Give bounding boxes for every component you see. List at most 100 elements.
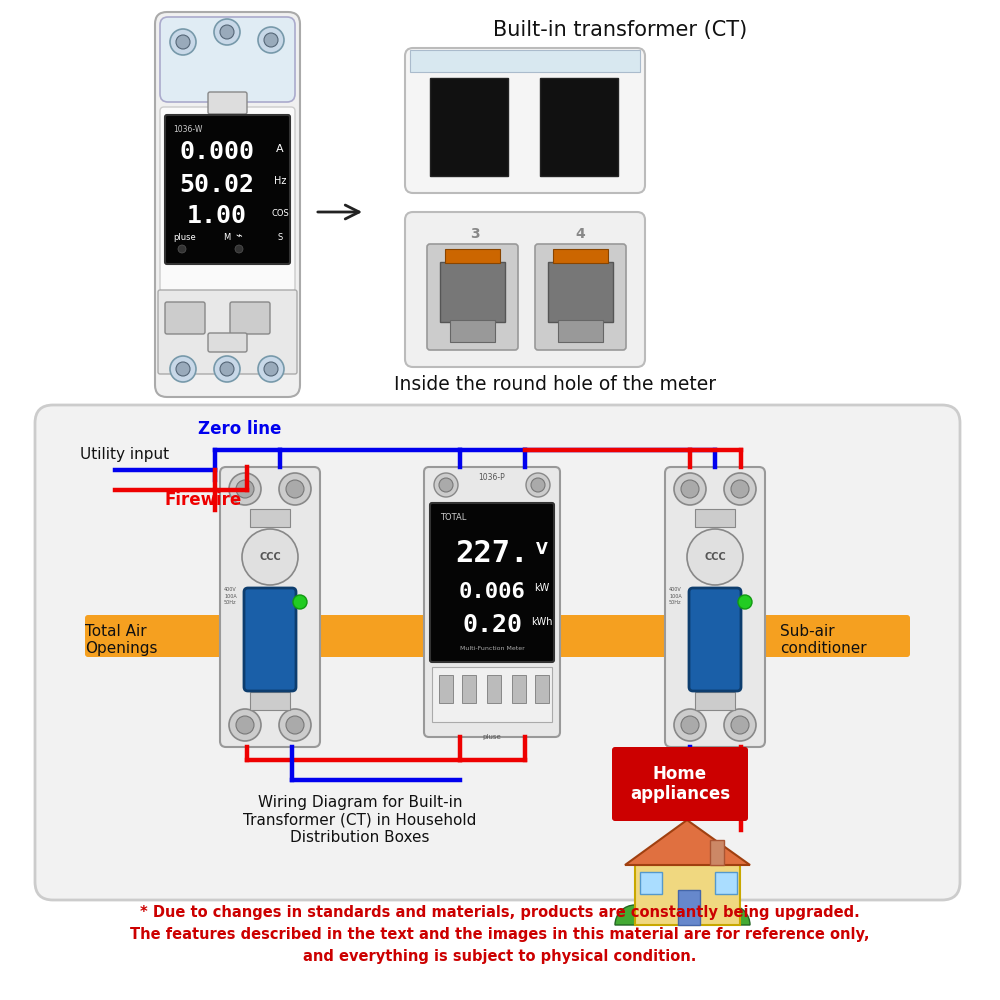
Bar: [710, 840, 724, 865]
Bar: [450, 320, 495, 342]
Circle shape: [264, 33, 278, 47]
Text: The features described in the text and the images in this material are for refer: The features described in the text and t…: [130, 928, 870, 942]
FancyArrowPatch shape: [318, 205, 359, 219]
Bar: [432, 667, 552, 722]
Bar: [548, 262, 613, 322]
Text: Zero line: Zero line: [198, 420, 282, 438]
Bar: [440, 262, 505, 322]
Text: * Due to changes in standards and materials, products are constantly being upgra: * Due to changes in standards and materi…: [140, 906, 860, 920]
Text: A: A: [276, 144, 284, 154]
Circle shape: [674, 709, 706, 741]
Circle shape: [235, 245, 243, 253]
Text: pluse: pluse: [483, 734, 501, 740]
Text: 4: 4: [575, 227, 585, 241]
FancyBboxPatch shape: [424, 467, 560, 737]
Bar: [462, 675, 476, 703]
Bar: [678, 890, 700, 925]
Text: COS: COS: [271, 209, 289, 218]
Circle shape: [738, 595, 752, 609]
FancyBboxPatch shape: [405, 212, 645, 367]
Text: Firewire: Firewire: [165, 491, 242, 509]
Text: Hz: Hz: [274, 176, 286, 186]
Circle shape: [286, 480, 304, 498]
Circle shape: [724, 473, 756, 505]
FancyBboxPatch shape: [535, 244, 626, 350]
Text: 400V
100A
50Hz: 400V 100A 50Hz: [669, 587, 682, 605]
Bar: [635, 865, 740, 925]
Text: CCC: CCC: [704, 552, 726, 562]
FancyBboxPatch shape: [35, 405, 960, 900]
Text: CCC: CCC: [259, 552, 281, 562]
Text: 227.: 227.: [455, 538, 529, 568]
Text: 3: 3: [470, 227, 480, 241]
Text: Multi-Function Meter: Multi-Function Meter: [460, 646, 524, 650]
Text: 1036-P: 1036-P: [479, 473, 505, 482]
FancyBboxPatch shape: [208, 92, 247, 114]
Text: Inside the round hole of the meter: Inside the round hole of the meter: [394, 375, 716, 394]
FancyBboxPatch shape: [220, 467, 320, 747]
Circle shape: [687, 529, 743, 585]
Bar: [695, 692, 735, 710]
Bar: [553, 249, 608, 263]
Text: TOTAL: TOTAL: [440, 512, 466, 522]
Circle shape: [681, 716, 699, 734]
Text: 0.000: 0.000: [180, 140, 254, 164]
FancyBboxPatch shape: [158, 290, 297, 374]
FancyBboxPatch shape: [155, 12, 300, 397]
Text: 1036-W: 1036-W: [173, 125, 202, 134]
Circle shape: [434, 473, 458, 497]
Text: Home
appliances: Home appliances: [630, 765, 730, 803]
Bar: [640, 872, 662, 894]
Circle shape: [176, 362, 190, 376]
Circle shape: [731, 480, 749, 498]
Text: and everything is subject to physical condition.: and everything is subject to physical co…: [303, 950, 697, 964]
FancyBboxPatch shape: [689, 588, 741, 691]
Circle shape: [526, 473, 550, 497]
Circle shape: [229, 709, 261, 741]
Wedge shape: [615, 905, 655, 925]
Circle shape: [731, 716, 749, 734]
Circle shape: [170, 29, 196, 55]
Bar: [540, 78, 618, 176]
FancyBboxPatch shape: [165, 302, 205, 334]
Text: 0.20: 0.20: [462, 613, 522, 637]
Text: Utility input: Utility input: [80, 447, 169, 462]
Bar: [715, 872, 737, 894]
Circle shape: [170, 356, 196, 382]
FancyBboxPatch shape: [160, 107, 295, 292]
Circle shape: [258, 356, 284, 382]
Circle shape: [220, 362, 234, 376]
Circle shape: [531, 478, 545, 492]
Wedge shape: [710, 905, 750, 925]
Circle shape: [258, 27, 284, 53]
Bar: [445, 249, 500, 263]
Text: Wiring Diagram for Built-in
Transformer (CT) in Household
Distribution Boxes: Wiring Diagram for Built-in Transformer …: [243, 795, 477, 845]
Circle shape: [279, 709, 311, 741]
Text: M: M: [223, 232, 231, 241]
Text: 1.00: 1.00: [187, 204, 247, 228]
Text: ⌁: ⌁: [236, 232, 242, 242]
Circle shape: [229, 473, 261, 505]
Circle shape: [293, 595, 307, 609]
FancyBboxPatch shape: [230, 302, 270, 334]
Text: S: S: [277, 232, 283, 241]
FancyBboxPatch shape: [244, 588, 296, 691]
Bar: [487, 675, 501, 703]
Circle shape: [220, 25, 234, 39]
Bar: [250, 509, 290, 527]
Text: pluse: pluse: [173, 232, 196, 241]
Circle shape: [674, 473, 706, 505]
Text: kW: kW: [534, 583, 550, 593]
Circle shape: [214, 356, 240, 382]
Circle shape: [214, 19, 240, 45]
Circle shape: [236, 480, 254, 498]
Text: Total Air
Openings: Total Air Openings: [85, 624, 158, 656]
Bar: [512, 675, 526, 703]
Text: Built-in transformer (CT): Built-in transformer (CT): [493, 20, 747, 40]
Bar: [430, 78, 508, 176]
Text: 0.006: 0.006: [459, 582, 525, 602]
FancyBboxPatch shape: [165, 115, 290, 264]
Bar: [558, 320, 603, 342]
FancyBboxPatch shape: [612, 747, 748, 821]
FancyBboxPatch shape: [85, 615, 910, 657]
